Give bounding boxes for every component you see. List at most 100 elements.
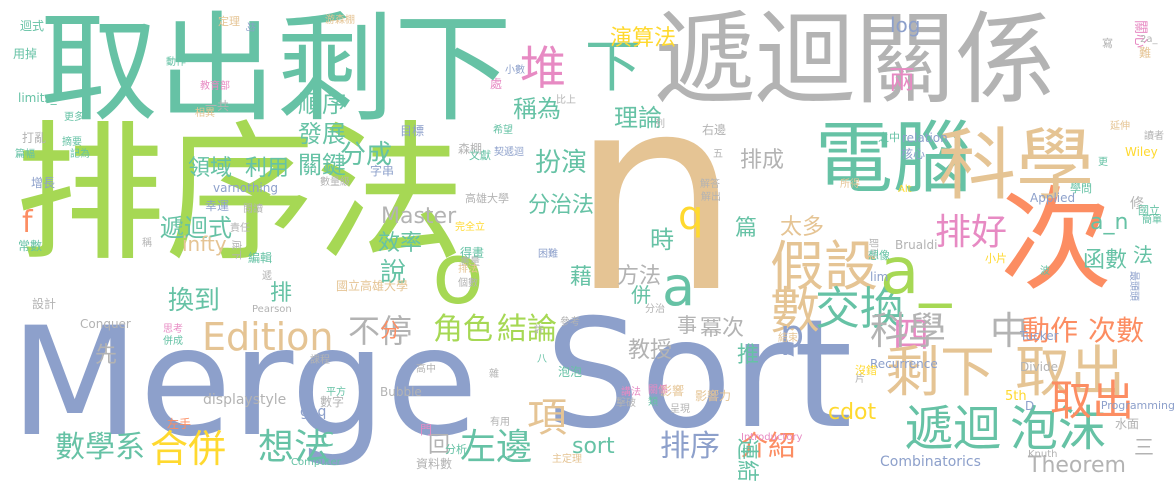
word-130: 延伸 <box>1110 121 1130 132</box>
word-191: 中 <box>742 447 752 458</box>
word-182: 類 <box>648 397 658 408</box>
word-71: p <box>780 312 805 356</box>
word-84: 回 <box>428 433 451 458</box>
word-83: 三 <box>1134 435 1154 459</box>
word-92: Conquer <box>80 317 131 331</box>
word-38: 數學系 <box>55 430 145 465</box>
word-70: 先 <box>95 343 118 368</box>
word-189: 主定理 <box>552 454 582 465</box>
word-28: 角色 <box>433 312 493 347</box>
word-106: 修 <box>1130 196 1144 212</box>
word-26: Edition <box>202 315 334 359</box>
word-45: 兩 <box>889 66 916 96</box>
word-13: 排好 <box>935 212 1008 253</box>
word-91: Divide <box>1020 360 1059 374</box>
word-139: 數量級 <box>320 177 350 188</box>
word-67: 教授 <box>628 338 673 363</box>
word-52: 排成 <box>740 148 785 173</box>
word-24: 科學 <box>870 309 947 353</box>
word-153: 得畫 <box>460 246 485 260</box>
word-167: 參考 <box>560 317 580 328</box>
word-180: 講法 <box>621 387 641 398</box>
word-172: 高中 <box>416 364 436 375</box>
word-47: 理論 <box>614 104 662 132</box>
word-99: Pearson <box>252 304 292 315</box>
word-66: 法 <box>1133 243 1153 267</box>
word-96: Applied <box>1030 191 1076 205</box>
word-157: 排法 <box>458 264 478 275</box>
word-103: limits_ <box>18 91 57 105</box>
word-165: 思考 <box>163 324 183 335</box>
word-15: 交換 <box>815 282 906 335</box>
word-36: 排序 <box>660 429 720 464</box>
word-181: 關係 <box>648 385 668 396</box>
word-72: f <box>22 205 33 240</box>
word-146: 學問 <box>1070 182 1092 195</box>
word-69: 推 <box>737 343 760 368</box>
word-202: 遞 <box>262 271 272 282</box>
word-18: a <box>662 255 696 318</box>
word-119: 更多 <box>64 112 84 123</box>
word-188: 有用 <box>490 417 510 428</box>
word-199: 雜 <box>489 369 499 380</box>
word-4: 次 <box>1000 176 1112 306</box>
word-200: D <box>1025 399 1035 413</box>
word-131: 讀者 <box>1144 131 1164 142</box>
word-195: 寫 <box>1102 37 1113 50</box>
word-31: 次數 <box>1088 314 1145 347</box>
word-62: 方法 <box>617 264 662 289</box>
word-58: 太多 <box>780 215 825 240</box>
word-156: 困難 <box>538 249 558 260</box>
word-194: 難 <box>1139 46 1152 60</box>
word-56: 分治法 <box>528 193 595 218</box>
word-118: 一共 <box>205 99 230 113</box>
word-115: 小數 <box>505 65 525 76</box>
word-147: 國立 <box>1138 204 1160 217</box>
word-93: Programming <box>1100 399 1175 412</box>
word-123: 篇幅 <box>15 149 35 160</box>
word-169: 課程 <box>310 355 330 366</box>
word-161: 小片 <box>985 252 1007 265</box>
word-125: 希望 <box>493 125 513 136</box>
word-75: cdot <box>828 400 877 425</box>
word-39: 連結 <box>734 437 759 482</box>
word-64: 排 <box>270 281 293 306</box>
word-55: 效率 <box>378 231 423 256</box>
word-192: 水面 <box>1115 417 1140 431</box>
word-46: 演算法 <box>610 26 677 51</box>
word-173: 結束 <box>778 333 798 344</box>
word-89: 5th <box>1005 389 1027 404</box>
word-148: 簡單 <box>1142 215 1162 226</box>
word-23: 泡沫 <box>1010 401 1107 457</box>
word-170: 泡泡 <box>558 365 583 379</box>
word-27: 不停 <box>348 312 413 350</box>
word-50: 分成 <box>340 140 393 170</box>
word-133: 森棚 <box>458 142 483 156</box>
word-138: 閱讀 <box>243 204 263 215</box>
word-183: 擊破 <box>616 398 636 409</box>
word-168: 許 <box>534 325 544 336</box>
word-184: 呈現 <box>670 404 690 415</box>
word-20: 剩下 <box>885 340 996 404</box>
word-82: 事 <box>677 313 697 337</box>
word-30: 動作 <box>1022 314 1079 347</box>
word-124: 目標 <box>400 124 425 138</box>
word-178: 數字 <box>320 395 345 409</box>
word-97: Brualdi <box>895 238 938 252</box>
word-74: sort <box>572 434 615 459</box>
word-49: 利用 <box>245 156 290 181</box>
word-19: q <box>678 193 704 239</box>
word-108: 用掉 <box>13 47 38 61</box>
word-163: 最頭頭 <box>1128 271 1139 301</box>
word-54: Master <box>381 204 457 229</box>
word-190: 資料數 <box>416 457 453 471</box>
word-87: displaystyle <box>203 392 287 408</box>
word-160: 想像 <box>868 249 890 262</box>
word-3: n <box>570 37 742 352</box>
word-16: 四 <box>893 315 930 356</box>
word-166: 併成 <box>163 336 183 347</box>
word-57: 時 <box>650 226 674 254</box>
word-2: 排序法 <box>15 108 466 282</box>
word-9: o <box>432 225 485 324</box>
word-187: 分析 <box>445 443 467 456</box>
